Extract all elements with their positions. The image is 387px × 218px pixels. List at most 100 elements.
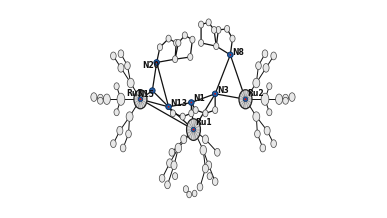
- Ellipse shape: [202, 164, 209, 173]
- Ellipse shape: [134, 90, 147, 109]
- Ellipse shape: [173, 173, 178, 180]
- Ellipse shape: [216, 26, 221, 33]
- Text: N20: N20: [142, 61, 159, 70]
- Ellipse shape: [193, 107, 198, 114]
- Text: N3: N3: [217, 86, 229, 95]
- Circle shape: [149, 88, 155, 93]
- Ellipse shape: [199, 21, 204, 28]
- Text: Ru2: Ru2: [247, 89, 264, 98]
- Ellipse shape: [283, 97, 288, 104]
- Circle shape: [245, 98, 247, 100]
- Ellipse shape: [118, 63, 124, 72]
- Text: N13: N13: [170, 99, 187, 108]
- Ellipse shape: [253, 112, 260, 121]
- Text: N8: N8: [233, 48, 244, 57]
- Ellipse shape: [169, 148, 175, 156]
- Ellipse shape: [202, 135, 209, 144]
- Ellipse shape: [200, 145, 207, 155]
- Ellipse shape: [176, 39, 181, 46]
- Ellipse shape: [283, 94, 288, 101]
- Ellipse shape: [253, 78, 260, 88]
- Ellipse shape: [98, 94, 103, 101]
- Text: N15: N15: [138, 90, 154, 99]
- Text: Ru1: Ru1: [196, 118, 212, 127]
- Circle shape: [166, 104, 171, 110]
- Ellipse shape: [117, 126, 123, 135]
- Text: Ru3: Ru3: [126, 89, 143, 98]
- Ellipse shape: [114, 83, 119, 90]
- Ellipse shape: [192, 190, 197, 197]
- Ellipse shape: [171, 161, 177, 170]
- Ellipse shape: [120, 144, 126, 152]
- Ellipse shape: [111, 140, 116, 148]
- Ellipse shape: [167, 159, 173, 167]
- Ellipse shape: [261, 93, 269, 105]
- Ellipse shape: [125, 62, 130, 70]
- Ellipse shape: [276, 94, 283, 104]
- Ellipse shape: [271, 140, 276, 148]
- Circle shape: [228, 52, 233, 58]
- Ellipse shape: [230, 35, 235, 42]
- Ellipse shape: [187, 119, 200, 140]
- Ellipse shape: [174, 39, 179, 46]
- Ellipse shape: [212, 178, 218, 186]
- Ellipse shape: [205, 161, 212, 170]
- Ellipse shape: [103, 94, 110, 104]
- Ellipse shape: [206, 19, 211, 26]
- Ellipse shape: [91, 93, 97, 101]
- Ellipse shape: [170, 110, 176, 117]
- Ellipse shape: [183, 186, 188, 193]
- Circle shape: [139, 98, 142, 100]
- Ellipse shape: [190, 36, 195, 43]
- Ellipse shape: [126, 112, 133, 121]
- Ellipse shape: [262, 50, 268, 58]
- Circle shape: [168, 106, 170, 108]
- Ellipse shape: [111, 52, 116, 60]
- Ellipse shape: [199, 39, 204, 46]
- Ellipse shape: [256, 62, 261, 70]
- Ellipse shape: [173, 56, 178, 63]
- Text: N1: N1: [193, 94, 205, 103]
- Ellipse shape: [159, 174, 165, 182]
- Ellipse shape: [289, 93, 295, 101]
- Ellipse shape: [214, 148, 220, 156]
- Ellipse shape: [224, 25, 229, 32]
- Ellipse shape: [117, 93, 125, 105]
- Circle shape: [151, 90, 153, 92]
- Ellipse shape: [211, 26, 217, 33]
- Ellipse shape: [263, 63, 269, 72]
- Ellipse shape: [188, 54, 193, 60]
- Ellipse shape: [98, 97, 103, 104]
- Ellipse shape: [264, 126, 270, 135]
- Circle shape: [156, 61, 158, 63]
- Ellipse shape: [203, 110, 208, 117]
- Circle shape: [190, 102, 192, 103]
- Circle shape: [188, 100, 194, 105]
- Ellipse shape: [126, 130, 131, 138]
- Ellipse shape: [114, 109, 119, 116]
- Ellipse shape: [255, 130, 260, 138]
- Circle shape: [212, 91, 218, 97]
- Ellipse shape: [181, 135, 187, 144]
- Circle shape: [214, 93, 216, 95]
- Ellipse shape: [166, 35, 171, 42]
- Circle shape: [154, 60, 159, 65]
- Ellipse shape: [271, 52, 276, 60]
- Circle shape: [229, 54, 231, 56]
- Ellipse shape: [207, 173, 212, 180]
- Ellipse shape: [165, 181, 170, 189]
- Ellipse shape: [118, 50, 124, 58]
- Ellipse shape: [127, 78, 134, 88]
- Ellipse shape: [197, 183, 203, 191]
- Ellipse shape: [260, 144, 265, 152]
- Ellipse shape: [267, 109, 272, 116]
- Ellipse shape: [187, 191, 192, 198]
- Ellipse shape: [182, 32, 187, 39]
- Ellipse shape: [189, 110, 194, 117]
- Ellipse shape: [239, 90, 252, 109]
- Circle shape: [138, 97, 143, 102]
- Ellipse shape: [214, 43, 219, 50]
- Ellipse shape: [175, 143, 182, 153]
- Ellipse shape: [158, 44, 163, 51]
- Circle shape: [191, 127, 196, 132]
